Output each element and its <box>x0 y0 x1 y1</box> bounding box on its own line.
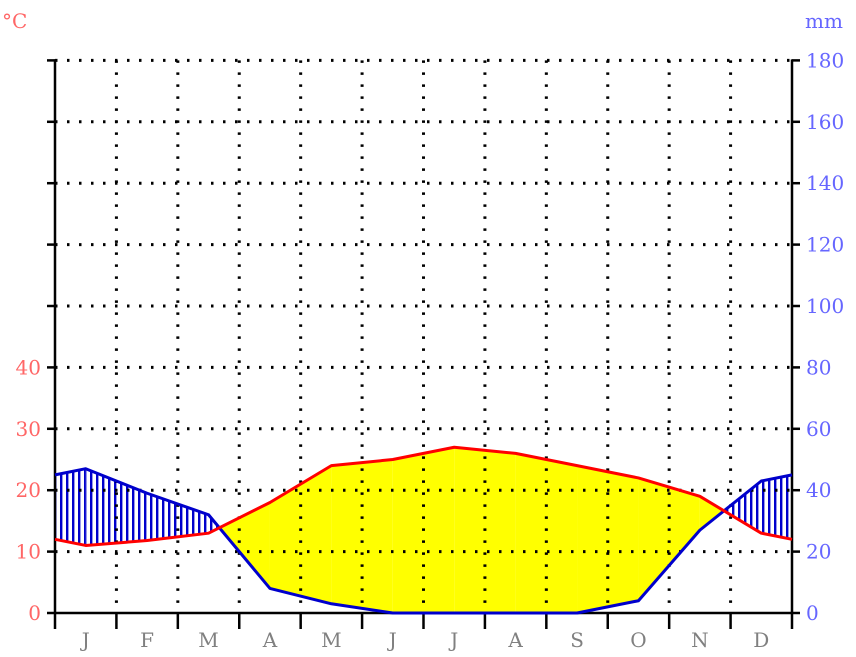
tick-labels: 0 10 20 30 40 0 20 40 60 80 100 120 140 160 180 °C mm J F M… <box>2 9 844 652</box>
right-tick-label: 100 <box>806 294 844 318</box>
right-axis-unit: mm <box>805 9 843 33</box>
right-tick-label: 120 <box>806 233 844 257</box>
month-label: M <box>321 628 341 652</box>
month-label: D <box>753 628 769 652</box>
arid-fill <box>219 502 270 589</box>
month-label: J <box>387 628 397 652</box>
humid-fill <box>724 480 762 534</box>
arid-fill <box>699 496 725 531</box>
series-lines <box>54 445 793 615</box>
left-tick-label: 0 <box>28 601 41 625</box>
temperature-line <box>54 445 793 547</box>
right-tick-label: 180 <box>806 48 844 72</box>
arid-fill <box>331 459 393 613</box>
month-label: A <box>262 628 278 652</box>
left-tick-label: 40 <box>16 355 41 379</box>
precipitation-line <box>54 467 793 615</box>
arid-fill <box>269 465 332 604</box>
right-tick-label: 40 <box>806 478 831 502</box>
left-axis-unit: °C <box>2 9 27 33</box>
month-label: S <box>570 628 584 652</box>
humid-fill <box>55 468 86 546</box>
arid-fill <box>577 465 639 613</box>
right-tick-label: 140 <box>806 171 844 195</box>
month-label: F <box>140 628 154 652</box>
month-label: M <box>198 628 218 652</box>
month-label: O <box>630 628 646 652</box>
right-tick-label: 60 <box>806 417 831 441</box>
right-tick-label: 0 <box>806 601 819 625</box>
right-tick-label: 20 <box>806 540 831 564</box>
month-label: J <box>80 628 90 652</box>
left-tick-label: 20 <box>16 478 41 502</box>
left-tick-label: 30 <box>16 417 41 441</box>
month-label: J <box>448 628 458 652</box>
month-label: A <box>507 628 523 652</box>
left-tick-label: 10 <box>16 540 41 564</box>
right-tick-label: 160 <box>806 110 844 134</box>
arid-fill <box>638 477 700 601</box>
month-label: N <box>691 628 709 652</box>
right-tick-label: 80 <box>806 355 831 379</box>
humid-fill <box>761 474 792 540</box>
arid-fill <box>515 453 578 613</box>
dotted-grid <box>55 58 792 613</box>
